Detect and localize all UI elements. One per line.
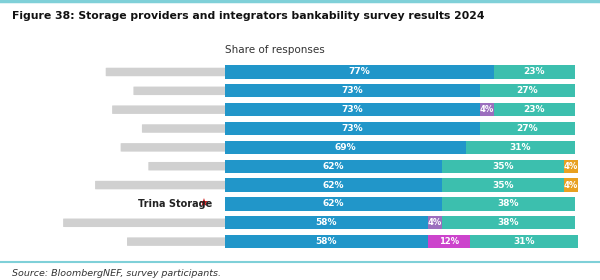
Text: 38%: 38%: [497, 218, 519, 227]
Text: 27%: 27%: [517, 124, 538, 133]
FancyBboxPatch shape: [148, 162, 227, 171]
Bar: [225, 216, 428, 229]
Bar: [428, 216, 442, 229]
Bar: [442, 178, 564, 192]
Bar: [225, 122, 480, 135]
FancyBboxPatch shape: [142, 124, 227, 133]
Bar: [480, 122, 575, 135]
Bar: [225, 160, 442, 173]
FancyBboxPatch shape: [112, 105, 227, 114]
FancyBboxPatch shape: [63, 218, 227, 227]
Text: 4%: 4%: [564, 181, 578, 190]
Bar: [480, 84, 575, 97]
Text: Figure 38: Storage providers and integrators bankability survey results 2024: Figure 38: Storage providers and integra…: [12, 11, 485, 21]
Bar: [494, 103, 575, 116]
Text: 58%: 58%: [316, 218, 337, 227]
Bar: [225, 84, 480, 97]
Bar: [442, 216, 575, 229]
FancyBboxPatch shape: [106, 68, 227, 76]
Bar: [442, 197, 575, 211]
Bar: [466, 141, 575, 154]
Text: 23%: 23%: [524, 105, 545, 114]
Text: 38%: 38%: [497, 199, 519, 208]
FancyBboxPatch shape: [127, 237, 227, 246]
Text: 77%: 77%: [349, 67, 370, 76]
Bar: [494, 65, 575, 79]
Text: 73%: 73%: [342, 124, 364, 133]
Text: Trina Storage: Trina Storage: [138, 199, 212, 209]
Text: 73%: 73%: [342, 86, 364, 95]
Bar: [225, 141, 466, 154]
FancyBboxPatch shape: [121, 143, 227, 152]
Text: 4%: 4%: [428, 218, 442, 227]
Text: Share of responses: Share of responses: [225, 45, 325, 55]
FancyBboxPatch shape: [133, 87, 227, 95]
Text: 35%: 35%: [492, 162, 514, 171]
Text: Source: BloombergNEF, survey participants.: Source: BloombergNEF, survey participant…: [12, 269, 221, 278]
Text: 23%: 23%: [524, 67, 545, 76]
Bar: [564, 160, 578, 173]
Bar: [442, 160, 564, 173]
Text: 27%: 27%: [517, 86, 538, 95]
Text: 62%: 62%: [323, 199, 344, 208]
Bar: [225, 103, 480, 116]
Text: 4%: 4%: [480, 105, 494, 114]
Text: 62%: 62%: [323, 181, 344, 190]
Bar: [225, 65, 494, 79]
Text: ★: ★: [198, 199, 208, 209]
Bar: [225, 235, 428, 248]
Text: 58%: 58%: [316, 237, 337, 246]
Text: 35%: 35%: [492, 181, 514, 190]
Text: 31%: 31%: [509, 143, 531, 152]
Text: 31%: 31%: [513, 237, 535, 246]
Bar: [225, 197, 442, 211]
Text: 69%: 69%: [335, 143, 356, 152]
FancyBboxPatch shape: [95, 181, 227, 189]
Bar: [470, 235, 578, 248]
Text: 62%: 62%: [323, 162, 344, 171]
Bar: [428, 235, 470, 248]
Text: 12%: 12%: [439, 237, 459, 246]
Bar: [225, 178, 442, 192]
Text: 73%: 73%: [342, 105, 364, 114]
Bar: [564, 178, 578, 192]
Bar: [480, 103, 494, 116]
Text: 4%: 4%: [564, 162, 578, 171]
